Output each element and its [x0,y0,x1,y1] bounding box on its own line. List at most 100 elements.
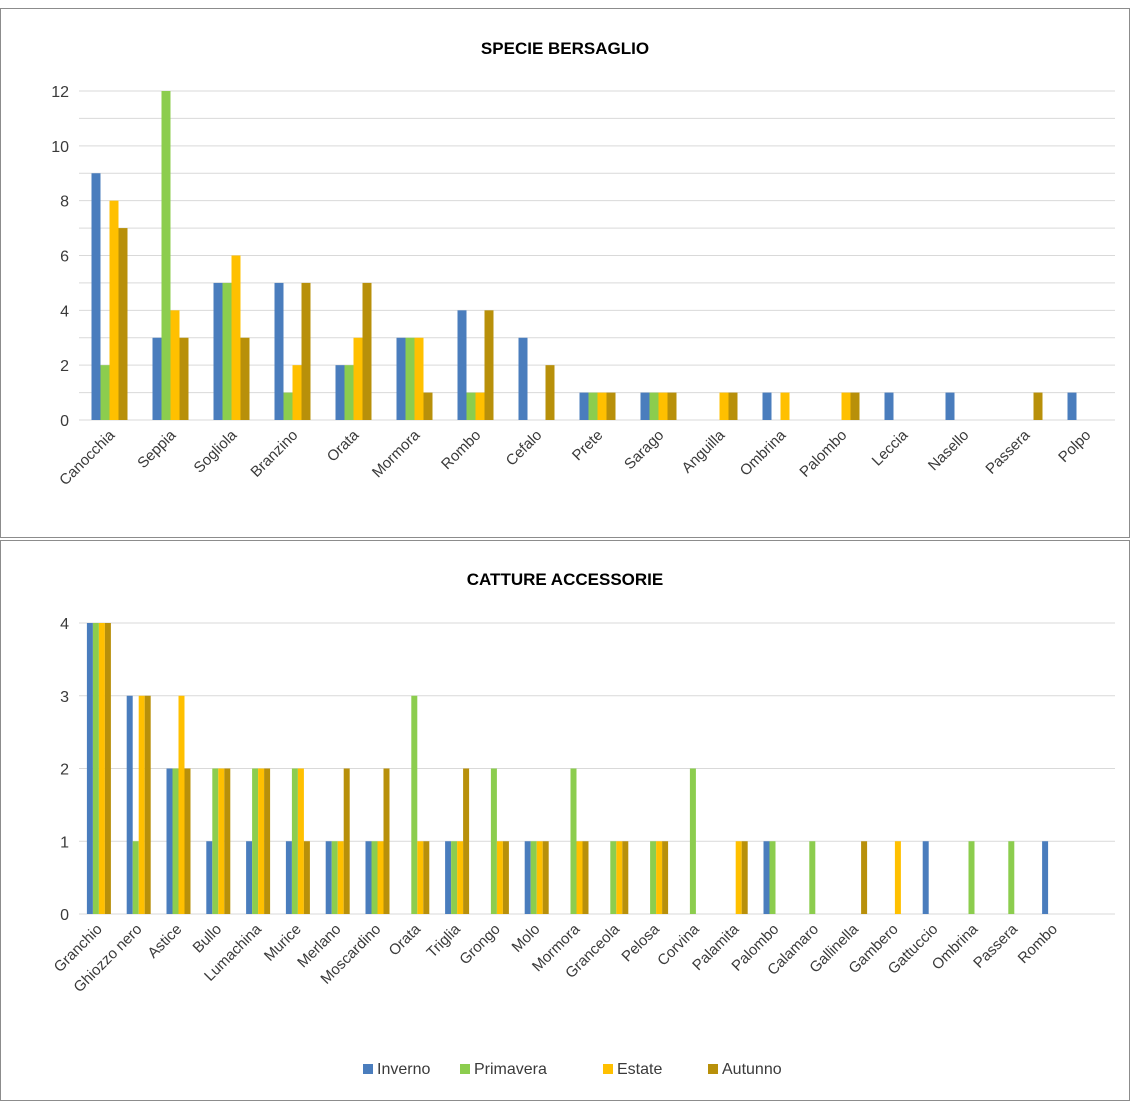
bar-cefalo-autunno [545,365,555,420]
chart-title: CATTURE ACCESSORIE [467,570,663,589]
y-tick-label: 2 [60,762,69,779]
bar-ghiozzo-nero-estate [138,695,145,914]
bar-moscardino-primavera [371,841,378,914]
bar-orata-estate [353,337,363,420]
y-tick-label: 1 [60,834,69,851]
bar-orata-autunno [362,282,372,420]
x-tick-label-bullo: Bullo [190,921,226,957]
bar-bullo-autunno [224,768,231,914]
bar-pelosa-primavera [650,841,657,914]
bar-prete-inverno [579,392,589,420]
bar-sogliola-estate [231,255,241,420]
bar-mormora-estate [414,337,424,420]
bar-palamita-estate [735,841,742,914]
bar-palombo-estate [841,392,851,420]
bar-ghiozzo-nero-primavera [132,841,139,914]
bar-ghiozzo-nero-inverno [126,695,133,914]
x-tick-label-leccia: Leccia [869,426,912,469]
x-tick-label-nasello: Nasello [925,427,972,474]
bar-gambero-estate [894,841,901,914]
bar-palombo-primavera [769,841,776,914]
bar-canocchia-estate [109,200,119,420]
bar-sarago-estate [658,392,668,420]
bar-merlano-primavera [331,841,338,914]
chart-panel-catture-accessorie: CATTURE ACCESSORIE 0 1 2 3 4 Granchio Ghiozzo … [0,540,1130,1101]
legend-swatch-autunno [708,1064,718,1074]
y-tick-label: 12 [51,84,69,101]
bar-moscardino-inverno [365,841,372,914]
bar-sarago-primavera [649,392,659,420]
bar-lumachina-autunno [264,768,271,914]
bar-anguilla-estate [719,392,729,420]
bar-gattuccio-inverno [922,841,929,914]
x-tick-label-prete: Prete [569,427,606,464]
legend-label-autunno: Autunno [722,1061,782,1078]
legend-label-estate: Estate [617,1061,662,1078]
bar-corvina-primavera [689,768,696,914]
x-tick-label-seppia: Seppia [134,426,180,472]
bar-passera-primavera [1008,841,1015,914]
x-tick-label-mormora: Mormora [369,426,424,481]
bar-mormora-autunno [582,841,589,914]
x-tick-label-passera: Passera [970,920,1021,971]
y-tick-label: 8 [60,194,69,211]
bar-grongo-primavera [490,768,497,914]
bar-palombo-inverno [763,841,770,914]
bar-orata-inverno [335,365,345,420]
bar-rombo-estate [475,392,485,420]
legend: Inverno Primavera Estate Autunno [363,1061,782,1078]
bar-seppia-autunno [179,337,189,420]
x-tick-label-passera: Passera [982,426,1033,477]
bar-sarago-autunno [667,392,677,420]
bar-triglia-estate [457,841,464,914]
y-tick-label: 10 [51,139,69,156]
bar-granceola-primavera [610,841,617,914]
x-tick-label-anguilla: Anguilla [679,426,729,476]
bar-cefalo-inverno [518,337,528,420]
bar-murice-autunno [303,841,310,914]
bar-gallinella-autunno [861,841,868,914]
bar-mormora-primavera [570,768,577,914]
bar-pelosa-autunno [662,841,669,914]
bar-granceola-estate [616,841,623,914]
bar-rombo-autunno [484,310,494,420]
x-tick-label-polpo: Polpo [1055,427,1094,466]
bar-grongo-estate [496,841,503,914]
bar-mormora-primavera [405,337,415,420]
bar-molo-autunno [542,841,549,914]
bar-astice-autunno [184,768,191,914]
bar-sogliola-inverno [213,282,223,420]
bar-orata-autunno [423,841,430,914]
bar-ombrina-inverno [762,392,772,420]
bar-pelosa-estate [656,841,663,914]
legend-swatch-inverno [363,1064,373,1074]
bar-merlano-autunno [343,768,350,914]
x-tick-label-orata: Orata [386,920,425,959]
bar-murice-estate [297,768,304,914]
bar-branzino-autunno [301,282,311,420]
legend-label-inverno: Inverno [377,1061,430,1078]
bar-anguilla-autunno [728,392,738,420]
bar-grongo-autunno [502,841,509,914]
chart-panel-specie-bersaglio: SPECIE BERSAGLIO 0 2 4 6 8 10 12 Canocchia Seppi… [0,8,1130,538]
bar-lumachina-estate [258,768,265,914]
x-tick-label-molo: Molo [509,921,544,956]
bar-rombo-inverno [1042,841,1049,914]
bar-molo-estate [536,841,543,914]
chart-catture-accessorie: CATTURE ACCESSORIE 01234GranchioGhiozzo … [51,570,1115,1078]
bar-granceola-autunno [622,841,629,914]
bar-murice-inverno [285,841,292,914]
bar-seppia-inverno [152,337,162,420]
bar-ombrina-estate [780,392,790,420]
x-tick-label-sarago: Sarago [621,427,667,473]
bar-rombo-primavera [466,392,476,420]
bar-seppia-primavera [161,91,171,420]
bar-orata-estate [417,841,424,914]
bar-lumachina-primavera [252,768,259,914]
bar-granchio-autunno [104,623,111,914]
x-tick-label-ombrina: Ombrina [737,426,790,479]
y-tick-label: 4 [60,303,69,320]
x-tick-label-orata: Orata [324,426,363,465]
bar-nasello-inverno [945,392,955,420]
bar-leccia-inverno [884,392,894,420]
